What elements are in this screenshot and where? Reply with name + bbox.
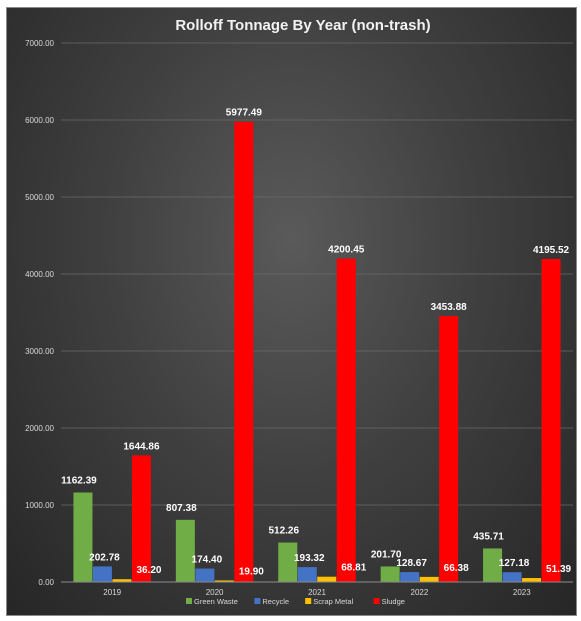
data-label: 201.70 [371,549,402,560]
bar [278,542,298,582]
y-tick-label: 7000.00 [25,39,54,48]
data-label: 807.38 [166,503,197,514]
data-label: 1644.86 [123,441,160,452]
y-tick-label: 3000.00 [25,347,54,356]
data-label: 66.38 [444,563,469,574]
bar [195,568,215,582]
data-label: 68.81 [341,563,366,574]
y-axis: 0.00 1000.00 2000.00 3000.00 4000.00 5000.00 6… [25,39,54,587]
legend-swatch [305,598,312,604]
bar [214,580,234,582]
y-tick-label: 6000.00 [25,116,54,125]
legend-swatch [254,598,261,604]
data-label: 128.67 [396,558,427,569]
data-label: 19.90 [239,566,264,577]
bar [297,567,317,582]
data-label: 3453.88 [431,302,468,313]
data-label: 127.18 [499,558,530,569]
bar [400,572,420,582]
data-label: 512.26 [268,526,299,537]
legend: Green Waste Recycle Scrap Metal Sludge [186,597,405,606]
legend-label: Scrap Metal [313,597,353,606]
data-label: 435.71 [473,531,504,542]
bar [131,455,151,582]
bar [541,258,561,582]
y-tick-label: 1000.00 [25,501,54,510]
bar [112,579,132,582]
bar [502,572,522,582]
bar [92,566,112,582]
bar [419,576,439,582]
x-axis: 2019 2020 2021 2022 2023 [61,581,573,597]
data-label: 36.20 [136,565,161,576]
data-label: 193.32 [294,553,325,564]
legend-swatch [373,598,380,604]
bar [73,492,93,582]
bar [380,566,400,582]
x-tick-label: 2023 [513,588,531,597]
bar [522,578,542,582]
bar [439,316,459,582]
legend-label: Sludge [382,597,405,606]
legend-label: Green Waste [194,597,238,606]
legend-label: Recycle [262,597,289,606]
bar [483,548,503,582]
y-tick-label: 2000.00 [25,424,54,433]
bar [175,519,195,582]
bar [336,258,356,582]
x-tick-label: 2020 [206,588,224,597]
data-labels: 1162.39 202.78 36.20 1644.86 807.38 174.40 19.… [61,108,571,578]
bar [317,576,337,582]
data-label: 202.78 [89,552,120,563]
x-tick-label: 2022 [411,588,429,597]
bar-chart: Rolloff Tonnage By Year (non-trash) 0.00… [25,17,573,606]
y-tick-label: 5000.00 [25,193,54,202]
data-label: 174.40 [192,555,223,566]
data-label: 4195.52 [533,245,570,256]
data-label: 5977.49 [226,108,263,119]
legend-swatch [186,598,192,604]
chart-area: Rolloff Tonnage By Year (non-trash) 0.00… [6,7,577,616]
y-tick-label: 4000.00 [25,270,54,279]
chart-title: Rolloff Tonnage By Year (non-trash) [175,17,430,34]
y-tick-label: 0.00 [38,578,54,587]
bars [73,121,561,582]
x-tick-label: 2019 [103,588,121,597]
x-tick-label: 2021 [308,588,326,597]
data-label: 1162.39 [61,475,97,486]
bar [234,121,254,582]
data-label: 4200.45 [328,245,365,256]
data-label: 51.39 [546,564,571,575]
